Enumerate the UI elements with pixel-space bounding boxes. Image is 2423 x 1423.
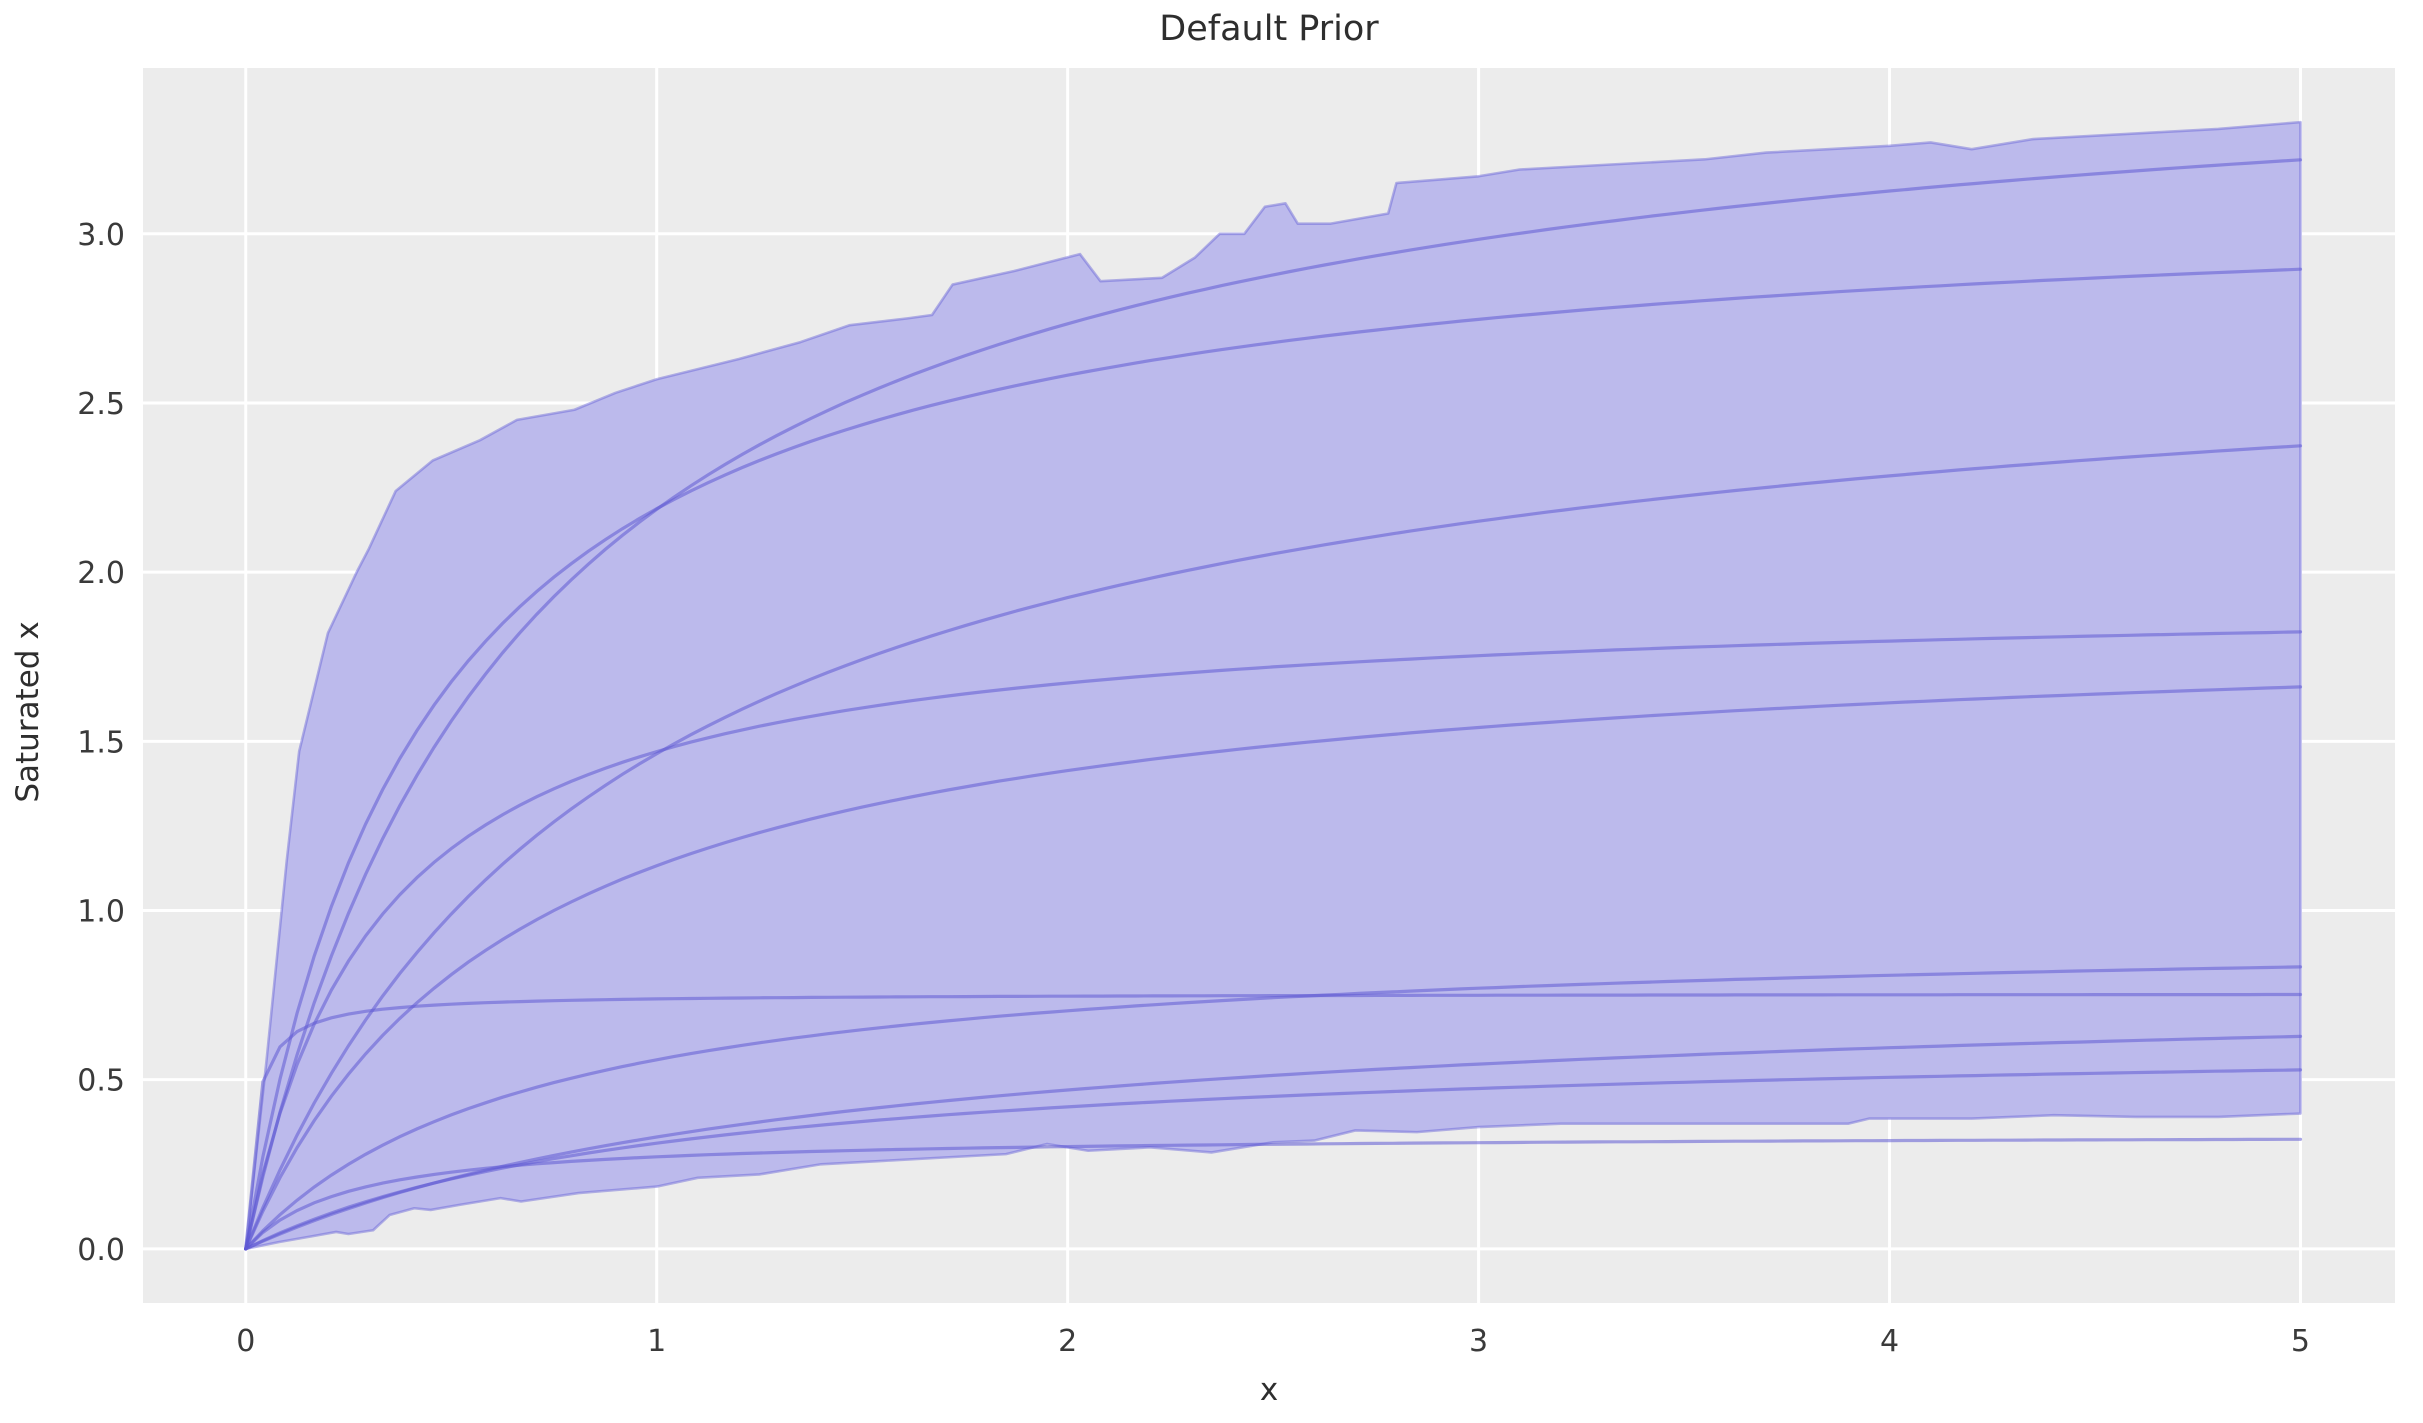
y-tick-label-0.5: 0.5 (77, 1064, 125, 1099)
curve-sample-7 (244, 992, 2303, 1251)
y-tick-label-2.5: 2.5 (77, 387, 125, 422)
hdi-band-layer (244, 120, 2302, 1251)
x-tick-label-0: 0 (236, 1324, 255, 1359)
x-tick-label-1: 1 (647, 1324, 666, 1359)
y-axis-label: Saturated x (10, 621, 46, 802)
y-tick-label-2.0: 2.0 (77, 556, 125, 591)
curve-sample-9 (244, 1068, 2303, 1251)
x-tick-label-3: 3 (1469, 1324, 1488, 1359)
sample-curves-layer (244, 158, 2303, 1251)
curve-sample-4 (244, 630, 2303, 1251)
x-tick-label-5: 5 (2291, 1324, 2310, 1359)
chart-title: Default Prior (1159, 9, 1379, 49)
y-tick-label-1.0: 1.0 (77, 895, 125, 930)
prior-predictive-band (244, 120, 2302, 1251)
curve-sample-8 (244, 1034, 2303, 1251)
x-tick-label-4: 4 (1880, 1324, 1899, 1359)
curve-sample-5 (244, 685, 2303, 1251)
x-tick-label-2: 2 (1058, 1324, 1077, 1359)
curve-sample-6 (244, 965, 2303, 1251)
curve-sample-2 (244, 267, 2303, 1251)
y-tick-label-1.5: 1.5 (77, 725, 125, 760)
y-tick-label-3.0: 3.0 (77, 218, 125, 253)
y-tick-label-0.0: 0.0 (77, 1233, 125, 1268)
curve-sample-1 (244, 158, 2303, 1251)
x-axis-label: x (1260, 1372, 1278, 1408)
curve-sample-10 (244, 1137, 2303, 1251)
curve-sample-3 (244, 444, 2303, 1251)
tick-label-layer: 0 1 2 3 4 5 0.0 0.5 1.0 1.5 2.0 2.5 3.0 (77, 218, 2310, 1359)
